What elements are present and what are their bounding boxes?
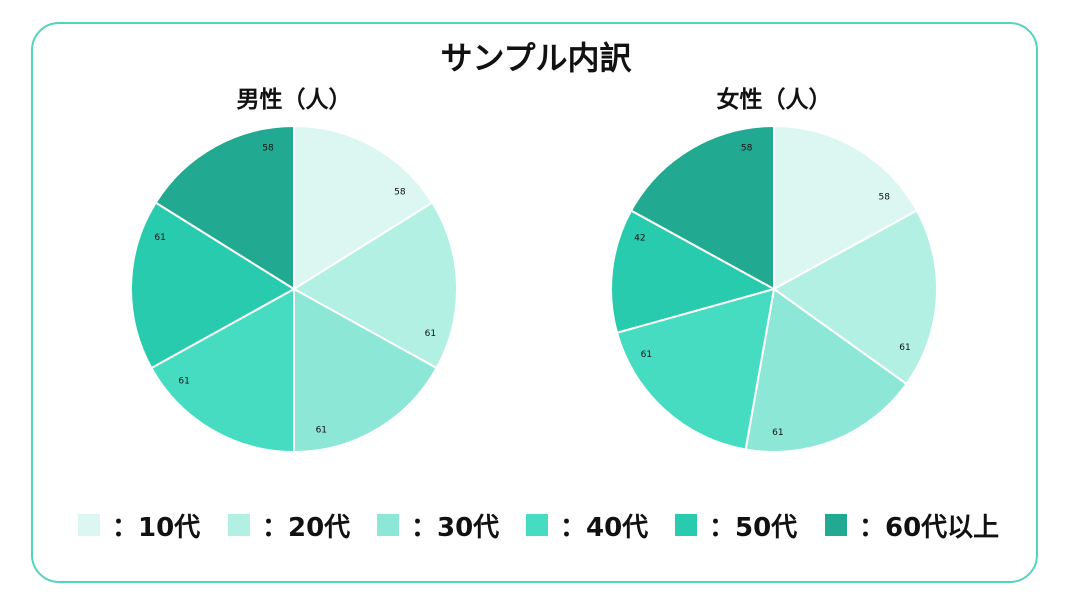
pie-slice-male-1 — [292, 201, 458, 370]
pie-slice-female-4 — [610, 209, 777, 334]
pie-value-label-female-0: 58 — [878, 193, 890, 203]
legend-label-30s: ：30代 — [411, 512, 500, 543]
legend-label-10s: ：10代 — [112, 512, 201, 543]
pie-slice-male-3 — [150, 287, 295, 454]
legend-label-50s: ：50代 — [709, 512, 798, 543]
pie-value-label-female-3: 61 — [641, 350, 652, 360]
pie-slice-female-0 — [773, 124, 919, 291]
pie-value-label-female-5: 58 — [741, 144, 753, 154]
pie-value-label-male-3: 61 — [178, 377, 189, 387]
pie-slice-male-0 — [293, 124, 434, 291]
pie-value-label-male-0: 58 — [394, 188, 406, 198]
legend-label-20s: ：20代 — [262, 512, 351, 543]
chart-title: サンプル内訳 — [440, 39, 632, 77]
pie-chart-female: 58 61 61 61 42 58 — [610, 124, 938, 453]
legend-swatch-60s-plus — [825, 514, 847, 536]
legend-item-40s: ：40代 — [526, 505, 648, 545]
legend-swatch-40s — [526, 514, 548, 536]
pie-slice-male-2 — [293, 287, 438, 454]
legend-swatch-50s — [675, 514, 697, 536]
legend-swatch-10s — [78, 514, 100, 536]
pie-slice-female-1 — [772, 209, 938, 386]
pie-title-male: 男性（人） — [236, 87, 352, 113]
legend-item-50s: ：50代 — [675, 505, 797, 545]
pie-value-label-female-2: 61 — [772, 428, 783, 438]
pie-slice-male-4 — [130, 201, 296, 370]
legend-item-10s: ：10代 — [78, 505, 200, 545]
pie-value-label-female-1: 61 — [899, 343, 910, 353]
pie-chart-male: 58 61 61 61 61 58 — [130, 124, 458, 454]
pie-value-label-male-4: 61 — [154, 233, 165, 243]
pie-value-label-female-4: 42 — [634, 234, 645, 244]
legend-label-60s-plus: ：60代以上 — [859, 512, 1000, 543]
pie-slice-female-3 — [615, 287, 776, 451]
pie-value-label-male-1: 61 — [425, 329, 436, 339]
legend-swatch-30s — [377, 514, 399, 536]
legend-swatch-20s — [228, 514, 250, 536]
pie-slice-female-5 — [629, 124, 775, 291]
pie-slice-male-5 — [154, 124, 295, 291]
legend-item-30s: ：30代 — [377, 505, 499, 545]
legend-label-40s: ：40代 — [560, 512, 649, 543]
legend-item-60s-plus: ：60代以上 — [825, 505, 999, 545]
pie-value-label-male-5: 58 — [262, 143, 274, 153]
pie-title-female: 女性（人） — [716, 87, 832, 113]
legend: ：10代 ：20代 ：30代 ：40代 ：50代 ：60代以上 — [0, 505, 1072, 545]
pie-slice-female-2 — [744, 287, 908, 453]
legend-item-20s: ：20代 — [228, 505, 350, 545]
pie-value-label-male-2: 61 — [316, 425, 327, 435]
